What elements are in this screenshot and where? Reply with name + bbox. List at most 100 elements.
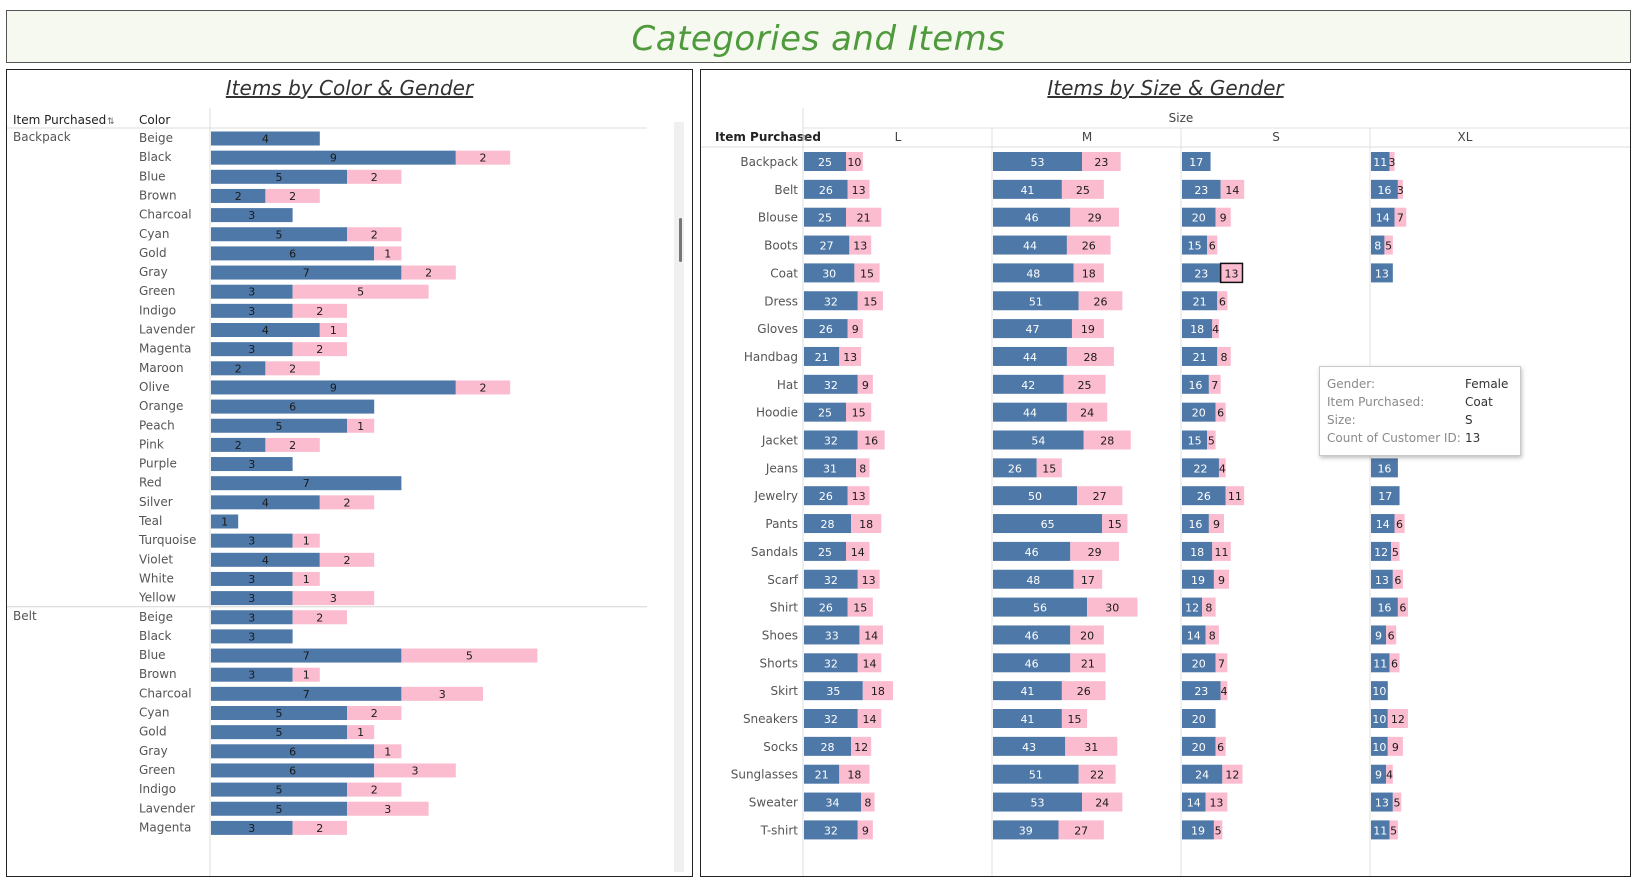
bar-male[interactable] <box>1371 458 1398 478</box>
bar-female[interactable] <box>347 227 402 242</box>
bar-male[interactable] <box>211 495 320 510</box>
bar-female[interactable] <box>1212 541 1231 561</box>
bar-female[interactable] <box>1070 541 1119 561</box>
bar-female[interactable] <box>292 342 347 357</box>
bar-male[interactable] <box>993 514 1103 534</box>
scrollbar-track[interactable] <box>674 122 684 872</box>
bar-male[interactable] <box>993 319 1072 339</box>
bar-female[interactable] <box>847 319 863 339</box>
bar-male[interactable] <box>993 681 1062 701</box>
bar-female[interactable] <box>1387 709 1408 728</box>
bar-female[interactable] <box>1392 792 1402 812</box>
bar-male[interactable] <box>1182 569 1214 589</box>
bar-male[interactable] <box>211 303 293 318</box>
bar-male[interactable] <box>993 235 1067 255</box>
bar-female[interactable] <box>1065 736 1118 756</box>
bar-female[interactable] <box>1394 514 1405 534</box>
bar-male[interactable] <box>211 782 347 797</box>
bar-female[interactable] <box>347 782 402 797</box>
bar-male[interactable] <box>211 571 293 586</box>
bar-female[interactable] <box>1205 625 1219 645</box>
bar-male[interactable] <box>211 476 402 491</box>
bar-female[interactable] <box>847 597 873 617</box>
bar-female[interactable] <box>374 246 402 261</box>
bar-female[interactable] <box>1061 709 1088 728</box>
bar-male[interactable] <box>1371 569 1393 589</box>
bar-female[interactable] <box>265 361 320 376</box>
bar-male[interactable] <box>804 430 858 450</box>
bar-female[interactable] <box>1058 820 1104 840</box>
bar-male[interactable] <box>804 569 858 589</box>
bar-female[interactable] <box>1077 486 1123 506</box>
bar-male[interactable] <box>1182 764 1223 784</box>
bar-male[interactable] <box>1182 709 1216 728</box>
bar-female[interactable] <box>1061 681 1106 701</box>
bar-female[interactable] <box>1222 764 1243 784</box>
bar-male[interactable] <box>1182 235 1208 255</box>
bar-male[interactable] <box>993 764 1079 784</box>
bar-female[interactable] <box>347 706 402 720</box>
bar-male[interactable] <box>1182 541 1213 561</box>
bar-female[interactable] <box>292 820 347 835</box>
bar-male[interactable] <box>211 552 320 567</box>
bar-female[interactable] <box>347 169 402 184</box>
bar-female[interactable] <box>1208 374 1221 394</box>
bar-female[interactable] <box>265 437 320 452</box>
bar-female[interactable] <box>347 418 375 433</box>
bar-female[interactable] <box>857 374 873 394</box>
bar-male[interactable] <box>1371 709 1388 728</box>
bar-male[interactable] <box>804 625 860 645</box>
bar-male[interactable] <box>993 402 1067 422</box>
bar-male[interactable] <box>211 284 293 299</box>
bar-male[interactable] <box>1182 319 1213 339</box>
bar-female[interactable] <box>401 648 538 663</box>
bar-male[interactable] <box>804 681 863 701</box>
bar-male[interactable] <box>211 246 375 261</box>
bar-female[interactable] <box>401 686 483 701</box>
bar-female[interactable] <box>319 495 375 510</box>
bar-female[interactable] <box>1386 625 1397 645</box>
bar-male[interactable] <box>1182 653 1216 673</box>
bar-female[interactable] <box>292 303 347 318</box>
bar-female[interactable] <box>846 541 870 561</box>
bar-female[interactable] <box>1397 597 1408 617</box>
bar-female[interactable] <box>839 764 870 784</box>
bar-male[interactable] <box>1371 207 1395 227</box>
bar-male[interactable] <box>804 820 858 840</box>
bar-female[interactable] <box>857 430 885 450</box>
bar-male[interactable] <box>1182 792 1206 812</box>
bar-female[interactable] <box>1386 764 1393 784</box>
bar-female[interactable] <box>1082 792 1123 812</box>
bar-female[interactable] <box>292 591 375 606</box>
bar-male[interactable] <box>993 374 1064 394</box>
bar-male[interactable] <box>804 152 846 171</box>
bar-male[interactable] <box>993 653 1071 673</box>
bar-male[interactable] <box>211 437 266 452</box>
bar-male[interactable] <box>211 686 402 701</box>
bar-male[interactable] <box>211 399 375 414</box>
bar-female[interactable] <box>1061 179 1104 199</box>
bar-female[interactable] <box>1066 346 1114 366</box>
bar-female[interactable] <box>1215 207 1231 227</box>
bar-male[interactable] <box>211 706 347 720</box>
bar-male[interactable] <box>211 514 239 529</box>
bar-male[interactable] <box>211 361 266 376</box>
bar-female[interactable] <box>1215 653 1228 673</box>
bar-female[interactable] <box>1219 262 1244 284</box>
bar-male[interactable] <box>804 709 858 728</box>
bar-male[interactable] <box>1371 179 1398 199</box>
bar-female[interactable] <box>849 235 872 255</box>
bar-male[interactable] <box>804 346 840 366</box>
bar-male[interactable] <box>211 744 375 759</box>
bar-female[interactable] <box>292 284 429 299</box>
bar-female[interactable] <box>455 150 511 165</box>
bar-male[interactable] <box>804 514 852 534</box>
bar-female[interactable] <box>292 667 320 682</box>
bar-male[interactable] <box>804 597 848 617</box>
bar-female[interactable] <box>1073 263 1104 283</box>
bar-male[interactable] <box>211 725 347 740</box>
bar-male[interactable] <box>1371 597 1398 617</box>
bar-male[interactable] <box>993 179 1062 199</box>
bar-male[interactable] <box>1182 486 1226 506</box>
bar-female[interactable] <box>1063 374 1106 394</box>
